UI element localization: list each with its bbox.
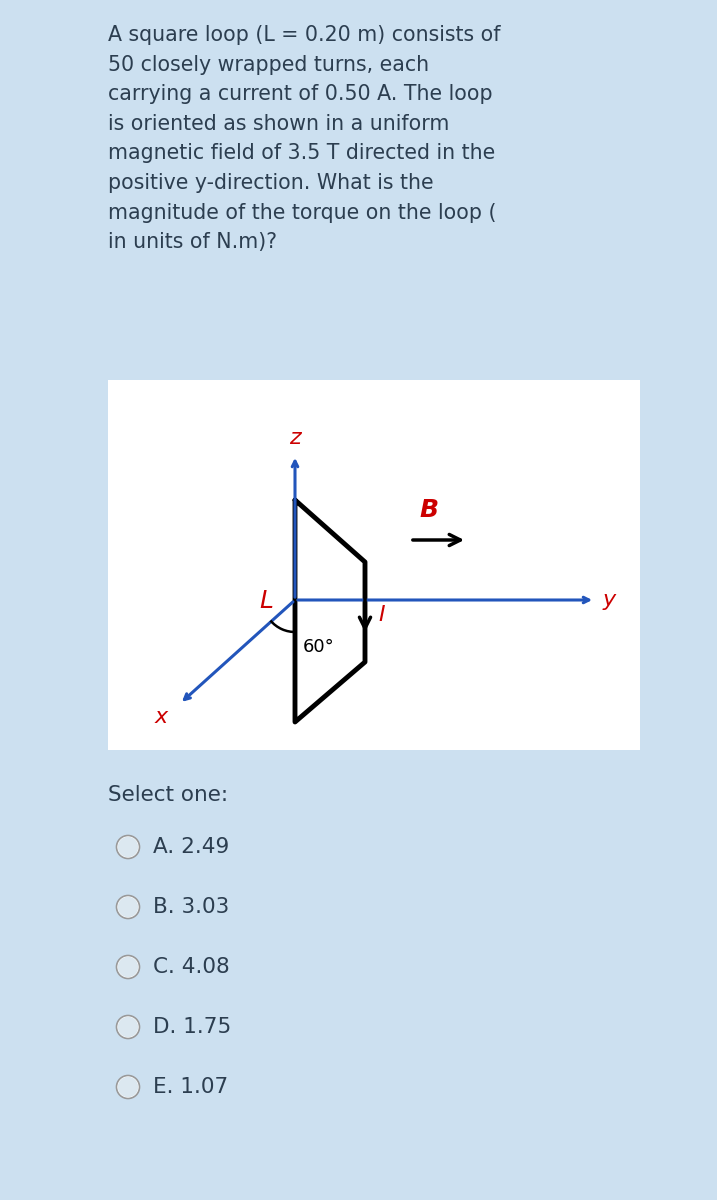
Text: A square loop (L = 0.20 m) consists of
50 closely wrapped turns, each
carrying a: A square loop (L = 0.20 m) consists of 5… xyxy=(108,25,500,252)
Circle shape xyxy=(118,838,138,857)
Text: C. 4.08: C. 4.08 xyxy=(153,958,229,977)
Circle shape xyxy=(116,835,140,858)
Text: E. 1.07: E. 1.07 xyxy=(153,1078,228,1097)
Text: Select one:: Select one: xyxy=(108,785,228,805)
Bar xyxy=(108,380,640,750)
Text: I: I xyxy=(378,605,384,625)
Circle shape xyxy=(118,958,138,977)
Text: B: B xyxy=(419,498,438,522)
Circle shape xyxy=(118,1018,138,1037)
Text: x: x xyxy=(155,707,168,727)
Circle shape xyxy=(116,955,140,978)
Text: A. 2.49: A. 2.49 xyxy=(153,838,229,857)
Circle shape xyxy=(118,898,138,917)
Text: D. 1.75: D. 1.75 xyxy=(153,1018,232,1037)
Text: z: z xyxy=(289,428,301,448)
Circle shape xyxy=(116,895,140,918)
Circle shape xyxy=(116,1075,140,1098)
Circle shape xyxy=(118,1078,138,1097)
Text: L: L xyxy=(259,589,273,613)
Circle shape xyxy=(116,1015,140,1038)
Text: 60°: 60° xyxy=(303,638,335,656)
Text: B. 3.03: B. 3.03 xyxy=(153,898,229,917)
Text: y: y xyxy=(603,590,616,610)
